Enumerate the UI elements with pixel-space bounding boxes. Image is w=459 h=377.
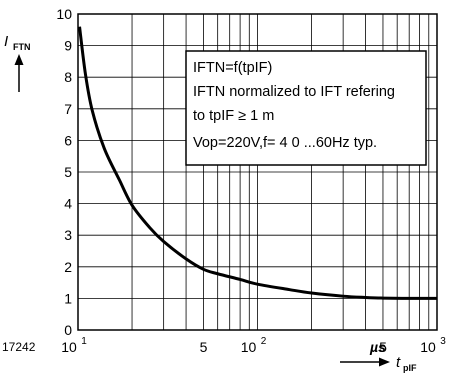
x-tick-exponent: 1 [81, 336, 87, 347]
y-tick-label: 8 [64, 69, 72, 85]
y-tick-label: 9 [64, 38, 72, 54]
x-tick-exponent: 2 [261, 336, 267, 347]
annotation-box [185, 50, 427, 166]
y-tick-label: 10 [56, 6, 72, 22]
x-axis-unit: µs [369, 339, 386, 355]
x-tick-exponent: 3 [440, 336, 446, 347]
y-tick-label: 1 [64, 290, 72, 306]
x-tick-labels: 10 1 5 10 2 5 10 3 [61, 336, 446, 355]
y-tick-labels: 0 1 2 3 4 5 6 7 8 9 10 [56, 6, 72, 338]
y-tick-label: 7 [64, 101, 72, 117]
annotation-line-4: Vop=220V,f= 4 0 ...60Hz typ. [193, 135, 377, 151]
x-tick-label: 10 [420, 339, 436, 355]
x-axis-label-sub: pIF [403, 363, 417, 373]
y-tick-label: 0 [64, 322, 72, 338]
plot-frame [77, 13, 438, 331]
figure-number: 17242 [2, 340, 36, 354]
series-curve [78, 26, 438, 300]
x-tick-label: 10 [241, 339, 257, 355]
y-axis-label-sub: FTN [13, 42, 31, 52]
x-axis-arrowhead [379, 357, 390, 367]
y-axis-label: I [4, 33, 8, 50]
y-tick-label: 3 [64, 227, 72, 243]
x-tick-label: 5 [200, 339, 208, 355]
y-tick-label: 4 [64, 196, 72, 212]
y-tick-label: 6 [64, 132, 72, 148]
annotation-line-3: to tpIF ≥ 1 m [193, 108, 274, 124]
y-tick-label: 5 [64, 164, 72, 180]
annotation-line-2: IFTN normalized to IFT refering [193, 84, 395, 100]
x-tick-label: 5 [379, 339, 387, 355]
annotation-line-1: IFTN=f(tpIF) [193, 60, 272, 76]
y-tick-label: 2 [64, 259, 72, 275]
x-tick-label: 10 [61, 339, 77, 355]
y-axis-arrowhead [14, 54, 24, 65]
x-axis-label: t [396, 354, 401, 371]
